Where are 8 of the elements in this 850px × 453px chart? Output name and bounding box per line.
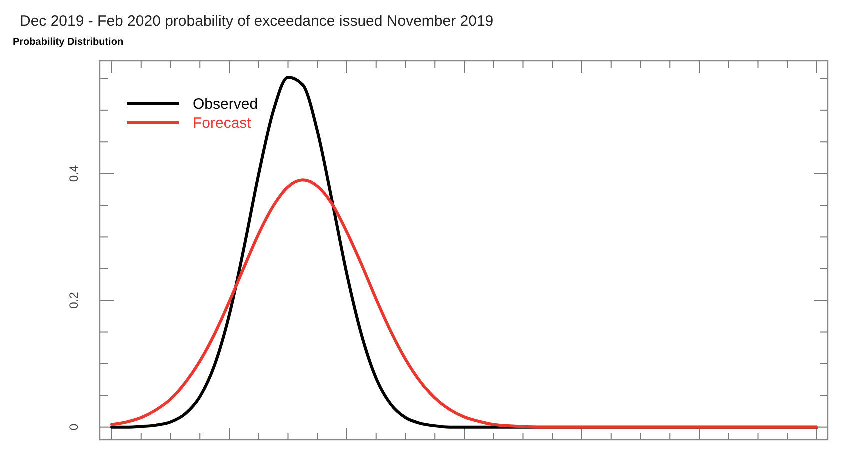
y-tick-label: 0.4 xyxy=(67,165,81,182)
line-series xyxy=(110,178,818,429)
chart-title: Dec 2019 - Feb 2020 probability of exceedance issued November 2019 xyxy=(20,13,494,30)
legend-label: Forecast xyxy=(193,115,252,132)
y-tick-label: 0 xyxy=(67,424,81,431)
y-tick-label: 0.2 xyxy=(67,292,81,309)
chart-subtitle: Probability Distribution xyxy=(13,37,124,48)
legend-label: Observed xyxy=(193,96,258,113)
